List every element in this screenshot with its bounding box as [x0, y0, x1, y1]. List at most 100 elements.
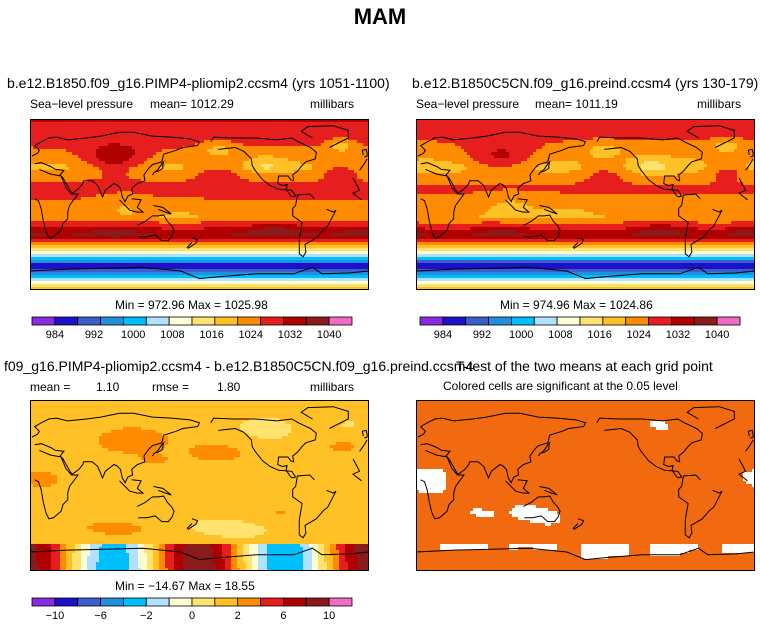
- colorbar-box: [465, 316, 489, 326]
- colorbar-box: [168, 597, 193, 607]
- map-field-cells: [416, 400, 755, 571]
- colorbar-tick-label: 992: [473, 329, 491, 341]
- colorbar-pliocene: 984 992 1000 1008 1016 1024 1032 1040: [31, 316, 353, 341]
- colorbar-box: [648, 316, 672, 326]
- colorbar-box: [556, 316, 581, 326]
- colorbar-tick-label: 10: [323, 610, 335, 622]
- panel-pliocene-title: b.e12.B1850.f09_g16.PIMP4-pliomip2.ccsm4…: [7, 75, 390, 91]
- panel-preind-minmax: Min = 974.96 Max = 1024.86: [500, 298, 653, 312]
- panel-diff-minmax: Min = −14.67 Max = 18.55: [115, 579, 255, 593]
- coastline-outline: [416, 125, 755, 290]
- map-ttest-significance: [416, 400, 755, 571]
- colorbar-box: [54, 597, 79, 607]
- colorbar-box: [328, 316, 353, 326]
- colorbar-box: [191, 597, 216, 607]
- map-field-cells: [30, 119, 369, 290]
- coastline-outline: [416, 406, 755, 571]
- colorbar-box: [214, 597, 239, 607]
- colorbar-box: [145, 316, 170, 326]
- colorbar-box: [579, 316, 604, 326]
- colorbar-box: [716, 316, 741, 326]
- panel-diff-units: millibars: [310, 380, 354, 394]
- colorbar-box: [328, 597, 353, 607]
- colorbar-box: [488, 316, 512, 326]
- panel-diff-mean-value: 1.10: [96, 380, 119, 394]
- colorbar-box: [214, 316, 239, 326]
- colorbar-tick-label: 992: [85, 329, 103, 341]
- colorbar-box: [625, 316, 649, 326]
- panel-pliocene-units: millibars: [310, 97, 354, 111]
- panel-diff-rmse-value: 1.80: [217, 380, 240, 394]
- coastline-outline: [30, 125, 369, 290]
- colorbar-tick-label: 1032: [666, 329, 690, 341]
- panel-diff-mean-label: mean =: [30, 380, 70, 394]
- colorbar-box: [54, 316, 79, 326]
- colorbar-box: [260, 316, 284, 326]
- figure-title: MAM: [0, 4, 760, 30]
- colorbar-box: [671, 316, 695, 326]
- colorbar-box: [123, 597, 147, 607]
- colorbar-box: [145, 597, 170, 607]
- colorbar-box: [191, 316, 216, 326]
- colorbar-tick-label: 0: [189, 610, 195, 622]
- colorbar-tick-label: 1024: [627, 329, 651, 341]
- colorbar-difference: −10 −6 −2 0 2 6 10: [31, 597, 353, 622]
- colorbar-tick-label: 1032: [278, 329, 302, 341]
- colorbar-tick-label: 984: [46, 329, 64, 341]
- colorbar-box: [283, 316, 307, 326]
- colorbar-tick-label: 1016: [587, 329, 611, 341]
- panel-diff-rmse-label: rmse =: [152, 380, 189, 394]
- colorbar-tick-label: 1024: [239, 329, 263, 341]
- colorbar-box: [693, 316, 718, 326]
- panel-diff-title: f09_g16.PIMP4-pliomip2.ccsm4 - b.e12.B18…: [4, 358, 473, 374]
- colorbar-box: [100, 597, 124, 607]
- coastline-outline: [30, 406, 369, 571]
- colorbar-box: [260, 597, 284, 607]
- colorbar-preind: 984 992 1000 1008 1016 1024 1032 1040: [419, 316, 741, 341]
- colorbar-tick-label: 1016: [199, 329, 223, 341]
- map-frame: [416, 400, 755, 571]
- map-field-cells: [30, 400, 369, 571]
- panel-preind-units: millibars: [697, 97, 741, 111]
- panel-preind-variable: Sea−level pressure: [416, 97, 519, 111]
- colorbar-box: [237, 597, 261, 607]
- colorbar-boxes: [31, 316, 353, 326]
- colorbar-tick-label: 1000: [121, 329, 145, 341]
- map-frame: [30, 400, 369, 571]
- panel-ttest-subtitle: Colored cells are significant at the 0.0…: [443, 379, 678, 393]
- colorbar-box: [77, 597, 101, 607]
- colorbar-box: [123, 316, 147, 326]
- colorbar-box: [31, 597, 56, 607]
- colorbar-tick-label: 1000: [509, 329, 533, 341]
- colorbar-box: [602, 316, 627, 326]
- colorbar-tick-label: 1040: [705, 329, 729, 341]
- colorbar-tick-label: −6: [94, 610, 107, 622]
- colorbar-box: [168, 316, 193, 326]
- colorbar-tick-label: 1008: [160, 329, 184, 341]
- map-frame: [416, 119, 755, 290]
- panel-pliocene-mean: mean= 1012.29: [150, 97, 234, 111]
- panel-pliocene-variable: Sea−level pressure: [30, 97, 133, 111]
- map-difference-slp: [30, 400, 369, 571]
- map-field-cells: [416, 119, 755, 290]
- map-frame: [30, 119, 369, 290]
- colorbar-boxes: [419, 316, 741, 326]
- colorbar-box: [31, 316, 56, 326]
- colorbar-tick-label: 2: [235, 610, 241, 622]
- panel-ttest-title: T-test of the two means at each grid poi…: [456, 358, 713, 374]
- colorbar-tick-label: 984: [434, 329, 452, 341]
- colorbar-tick-label: −10: [46, 610, 65, 622]
- colorbar-tick-label: 1040: [317, 329, 341, 341]
- colorbar-tick-label: 1008: [548, 329, 572, 341]
- colorbar-box: [419, 316, 444, 326]
- panel-preind-title: b.e12.B1850C5CN.f09_g16.preind.ccsm4 (yr…: [412, 75, 758, 91]
- colorbar-box: [100, 316, 124, 326]
- panel-preind-mean: mean= 1011.19: [535, 97, 618, 111]
- colorbar-box: [77, 316, 101, 326]
- colorbar-box: [305, 316, 330, 326]
- panel-pliocene-minmax: Min = 972.96 Max = 1025.98: [115, 298, 268, 312]
- colorbar-boxes: [31, 597, 353, 607]
- map-preind-slp: [416, 119, 755, 290]
- colorbar-box: [305, 597, 330, 607]
- colorbar-box: [511, 316, 535, 326]
